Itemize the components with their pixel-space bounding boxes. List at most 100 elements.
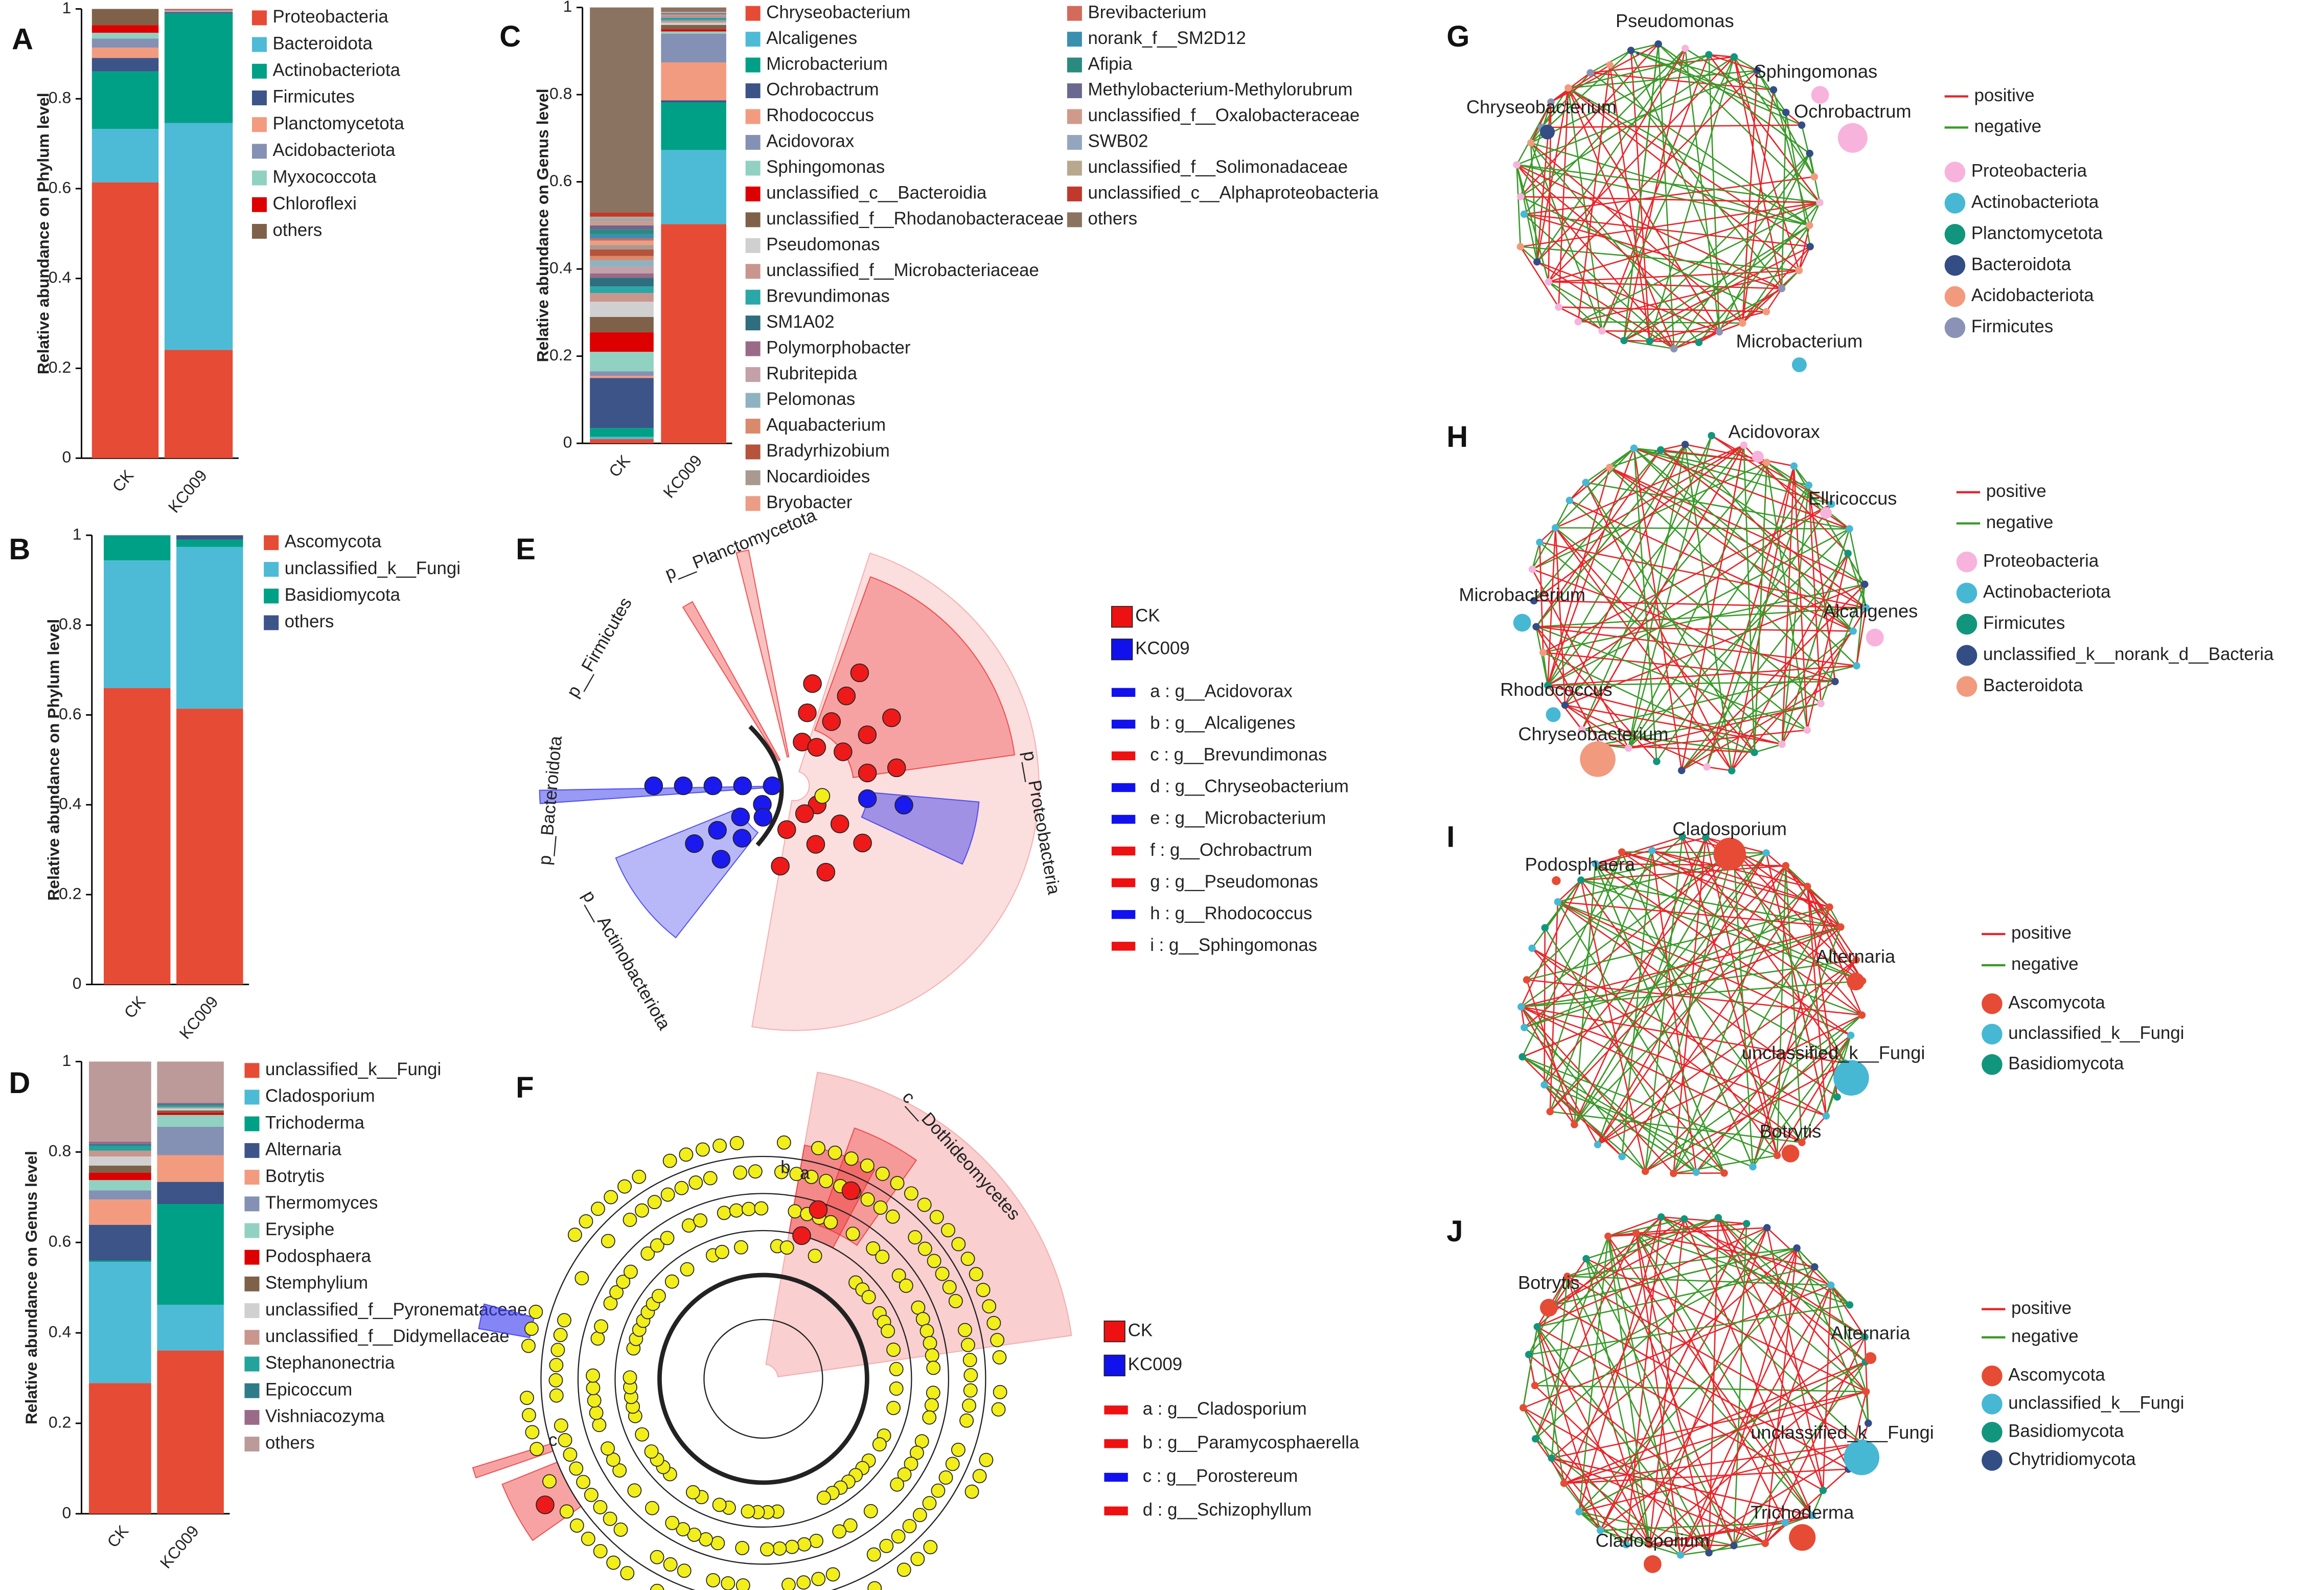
network-edge (1649, 57, 1735, 342)
tree-node (741, 1504, 755, 1519)
bar-segment (88, 1224, 151, 1261)
bar-segment (590, 249, 654, 256)
network-node (1817, 699, 1825, 708)
tree-node (910, 1445, 924, 1460)
network-node (1518, 1053, 1526, 1061)
legend-swatch (1067, 109, 1082, 124)
network-node (1575, 1508, 1583, 1516)
network-hub (1752, 450, 1764, 463)
bar-segment (590, 245, 654, 249)
network-node (1847, 1031, 1855, 1039)
legend-swatch (1104, 1439, 1128, 1448)
tree-node (867, 1581, 882, 1590)
legend-swatch (244, 1143, 260, 1158)
legend-label: negative (2011, 955, 2079, 974)
bar-segment (176, 709, 243, 985)
tree-node (635, 1203, 649, 1218)
tree-node (530, 1442, 544, 1457)
tree-node (993, 1384, 1007, 1399)
tree-node (748, 1164, 763, 1179)
tree-node (924, 1398, 939, 1413)
network-node (1762, 849, 1770, 857)
network-edge (1574, 886, 1808, 1125)
legend-swatch (1067, 134, 1082, 150)
legend-swatch (1111, 910, 1136, 919)
network-node (1646, 337, 1653, 345)
network-edge (1558, 306, 1625, 342)
network-edge (1577, 65, 1611, 322)
network-edge (1673, 865, 1787, 1174)
clade-shade (682, 601, 781, 762)
bar-segment (176, 539, 243, 547)
network-hub (1546, 707, 1561, 722)
tree-node (520, 1391, 534, 1405)
legend-label: Bacteroidota (1971, 255, 2072, 274)
network-hub (1643, 1555, 1662, 1573)
legend-swatch (1111, 783, 1136, 792)
network-node (1692, 1168, 1700, 1176)
network-node (1513, 161, 1521, 169)
tree-node (891, 1529, 906, 1544)
tree-node (779, 1240, 794, 1255)
node-label: Ellricoccus (1808, 488, 1897, 509)
network-edge (1673, 322, 1743, 350)
network-node (1586, 69, 1594, 77)
tree-node (960, 1252, 975, 1266)
network-node (1822, 1112, 1830, 1120)
x-tick-label: CK (605, 451, 634, 481)
legend-swatch (745, 444, 761, 460)
tree-node (563, 1447, 578, 1462)
legend-dot (1956, 614, 1977, 635)
network-edge (1548, 48, 1686, 282)
network-edge (1785, 866, 1803, 1143)
node-label: Pseudomonas (1616, 10, 1734, 31)
tree-node (581, 1531, 595, 1546)
legend-swatch (745, 109, 761, 124)
tree-node (902, 1519, 917, 1533)
legend-swatch (251, 117, 267, 132)
network-edge (1580, 880, 1646, 1172)
tree-node (814, 788, 831, 804)
tree-node (679, 1147, 694, 1162)
network-node (1769, 86, 1778, 94)
legend-swatch (1104, 1405, 1128, 1415)
bar-segment (661, 15, 726, 16)
tree-node (962, 1398, 976, 1413)
network-edge (1595, 863, 1863, 982)
tree-node (806, 835, 825, 854)
network-edge (1557, 901, 1841, 928)
network-edge (1628, 528, 1850, 749)
network-edge (1801, 1115, 1827, 1143)
network-edge (1585, 482, 1755, 753)
node-label: Rhodococcus (1500, 679, 1613, 700)
tree-node (640, 1246, 655, 1261)
network-edge (1681, 553, 1849, 771)
legend-swatch (1067, 212, 1082, 228)
legend-label: Ochrobactrum (766, 80, 879, 100)
legend-swatch (745, 419, 761, 434)
legend-dot (1944, 162, 1966, 183)
x-tick-label: CK (108, 466, 137, 495)
network-hub (1811, 86, 1829, 104)
network-edge (1536, 626, 1857, 667)
panel-letter: J (1446, 1215, 1463, 1248)
legend-swatch (244, 1250, 260, 1265)
panel-letter: D (9, 1067, 30, 1100)
tree-node (809, 1200, 828, 1219)
network-hub (1513, 614, 1531, 632)
network-node (1827, 1281, 1835, 1289)
legend-label: negative (2011, 1327, 2079, 1346)
network-node (1596, 1527, 1604, 1534)
legend-swatch (1104, 1506, 1128, 1516)
network-edge (1550, 64, 1610, 103)
clade-shade (615, 807, 759, 939)
legend-label: Proteobacteria (1983, 551, 2099, 571)
network-edge (1568, 87, 1811, 247)
network-node (1705, 1549, 1713, 1557)
network-node (1528, 944, 1536, 952)
network-node (1728, 767, 1736, 775)
node-label: Cladosporium (1596, 1530, 1710, 1551)
network-edge (1595, 863, 1851, 1036)
tree-node (889, 1381, 904, 1396)
legend-label: Firmicutes (1983, 614, 2065, 633)
